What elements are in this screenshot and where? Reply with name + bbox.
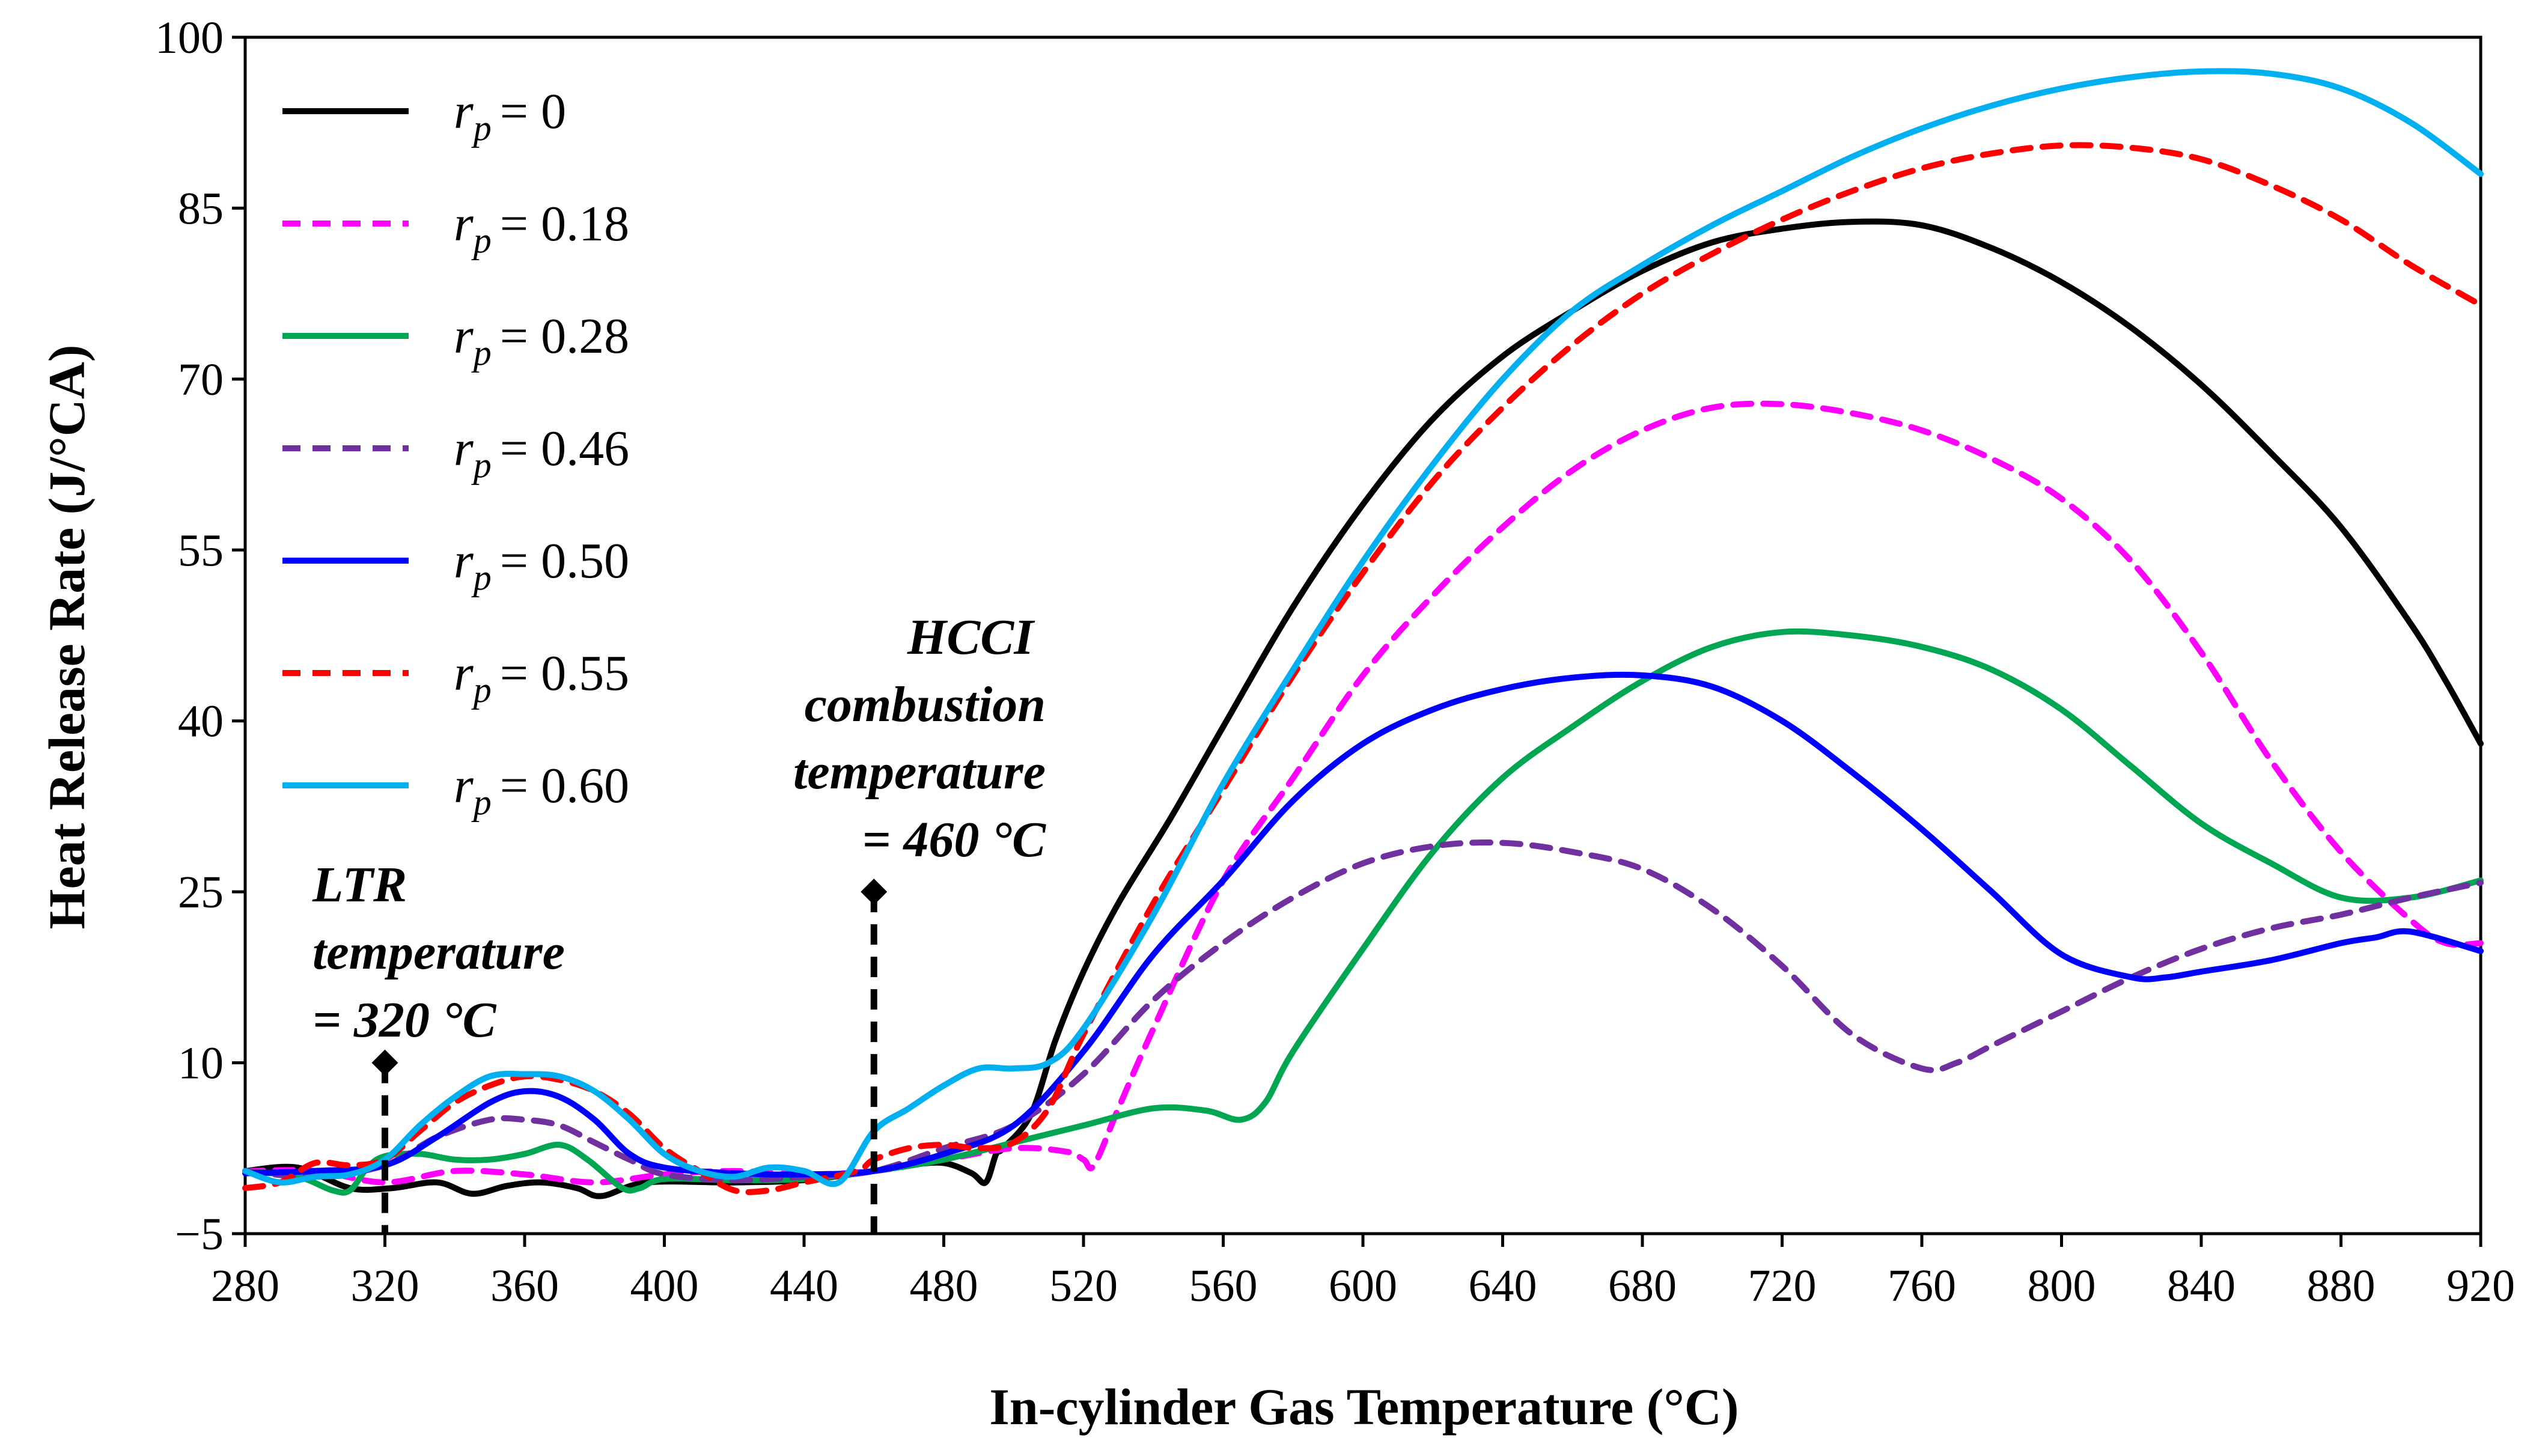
series-line-6 xyxy=(242,68,2484,1187)
x-tick-label: 520 xyxy=(1049,1261,1118,1311)
y-tick-label: 10 xyxy=(178,1038,224,1089)
x-tick-label: 320 xyxy=(351,1261,419,1311)
y-tick-label: 55 xyxy=(178,525,224,576)
y-tick-label: 70 xyxy=(178,355,224,405)
series-line-4 xyxy=(242,671,2484,1178)
x-tick-label: 600 xyxy=(1329,1261,1397,1311)
x-tick-label: 560 xyxy=(1189,1261,1258,1311)
axes-layer: 280 320 360 400 440 480 520 560 600 640 680 720 760 8… xyxy=(155,13,2515,1311)
series-line-0 xyxy=(242,218,2484,1199)
legend-label-1: rp = 0.18 xyxy=(454,196,629,260)
ltr-annotation-line-2: temperature xyxy=(312,924,565,980)
legend: rp = 0 rp = 0.18 rp = 0.28 rp = 0.46 rp = 0.50 rp =… xyxy=(282,84,629,822)
x-tick-label: 640 xyxy=(1469,1261,1537,1311)
x-tick-label: 680 xyxy=(1608,1261,1677,1311)
ltr-annotation-line-3: = 320 °C xyxy=(312,992,496,1048)
series-line-3 xyxy=(242,839,2484,1183)
x-tick-label: 480 xyxy=(910,1261,978,1311)
x-tick-label: 720 xyxy=(1748,1261,1817,1311)
ltr-marker-diamond xyxy=(371,1049,398,1076)
y-tick-label: 100 xyxy=(155,13,224,63)
series-line-2 xyxy=(242,628,2484,1196)
legend-label-4: rp = 0.50 xyxy=(454,533,629,597)
hcci-annotation-line-4: = 460 °C xyxy=(862,812,1046,868)
y-tick-label: 85 xyxy=(178,183,224,234)
y-axis-title: Heat Release Rate (J/°CA) xyxy=(38,345,96,930)
y-tick-label: −5 xyxy=(175,1209,224,1260)
x-tick-label: 280 xyxy=(211,1261,279,1311)
annotation-layer: LTR temperature = 320 °C HCCI combustion… xyxy=(312,609,1046,1234)
x-tick-label: 920 xyxy=(2446,1261,2515,1311)
hcci-annotation-line-1: HCCI xyxy=(907,609,1035,665)
series-line-5 xyxy=(242,142,2484,1195)
series-line-1 xyxy=(242,400,2484,1186)
hcci-annotation-line-2: combustion xyxy=(805,677,1046,733)
x-tick-label: 760 xyxy=(1888,1261,1956,1311)
x-tick-label: 400 xyxy=(630,1261,699,1311)
x-tick-label: 840 xyxy=(2167,1261,2236,1311)
x-tick-label: 800 xyxy=(2028,1261,2096,1311)
x-tick-label: 360 xyxy=(490,1261,559,1311)
series-layer xyxy=(242,68,2484,1199)
y-tick-label: 25 xyxy=(178,867,224,918)
hcci-marker-diamond xyxy=(861,879,888,906)
x-axis-title: In-cylinder Gas Temperature (°C) xyxy=(989,1378,1739,1436)
legend-label-5: rp = 0.55 xyxy=(454,645,629,710)
x-tick-label: 440 xyxy=(770,1261,838,1311)
legend-label-3: rp = 0.46 xyxy=(454,421,629,485)
x-tick-label: 880 xyxy=(2307,1261,2376,1311)
legend-label-6: rp = 0.60 xyxy=(454,758,629,822)
legend-label-0: rp = 0 xyxy=(454,84,566,148)
y-tick-label: 40 xyxy=(178,696,224,747)
legend-label-2: rp = 0.28 xyxy=(454,308,629,373)
ltr-annotation-line-1: LTR xyxy=(312,857,407,913)
hcci-annotation-line-3: temperature xyxy=(793,744,1046,800)
